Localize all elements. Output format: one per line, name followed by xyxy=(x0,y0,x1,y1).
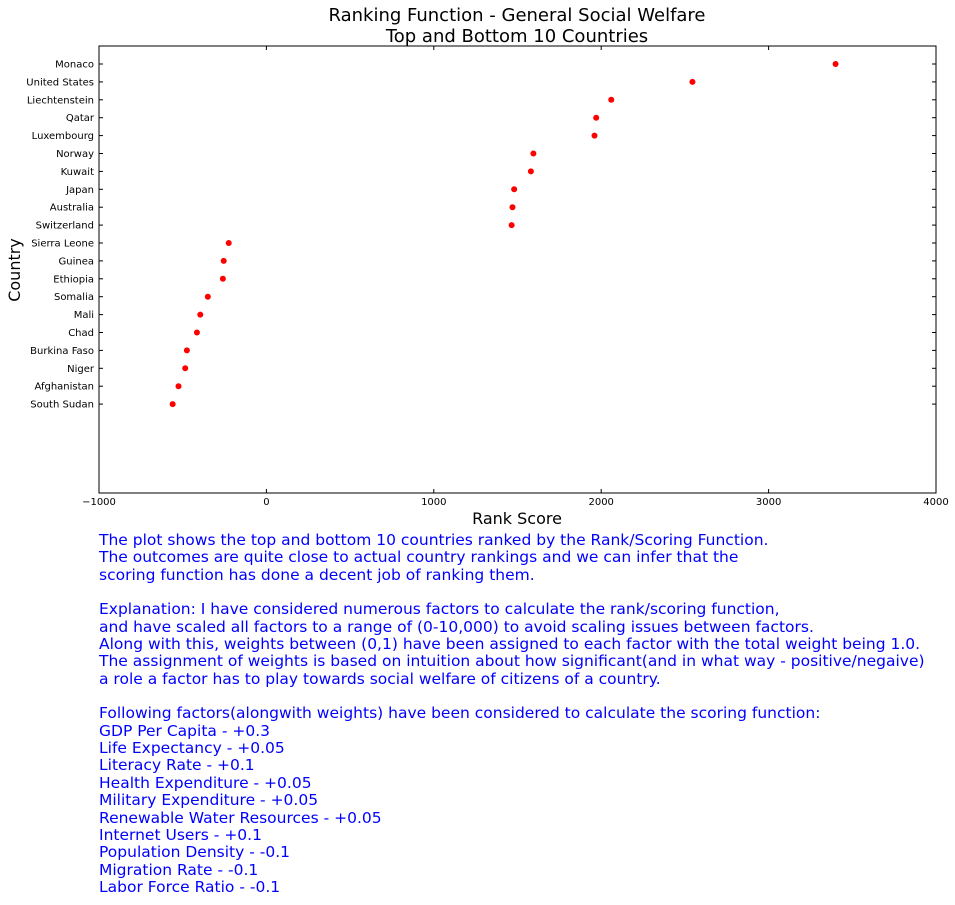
y-tick-label: United States xyxy=(26,77,94,88)
factor-item: Internet Users - +0.1 xyxy=(99,825,262,844)
data-point xyxy=(169,401,176,408)
y-axis: Monaco United States Liechtenstein Qatar Lux… xyxy=(26,60,936,411)
data-point xyxy=(197,311,204,318)
factor-item: Health Expenditure - +0.05 xyxy=(99,773,312,792)
y-tick-label: Luxembourg xyxy=(32,131,94,142)
factor-item: Migration Rate - -0.1 xyxy=(99,860,259,879)
chart-title-line-2: Top and Bottom 10 Countries xyxy=(385,26,648,47)
y-tick-label: Burkina Faso xyxy=(30,346,94,357)
y-tick-label: Mali xyxy=(74,310,94,321)
y-tick-label: Switzerland xyxy=(36,221,94,232)
data-point xyxy=(591,132,598,139)
factor-item: Military Expenditure - +0.05 xyxy=(99,791,319,810)
explanation-line: a role a factor has to play towards soci… xyxy=(99,669,661,688)
chart-title-line-1: Ranking Function - General Social Welfar… xyxy=(328,5,705,26)
data-point xyxy=(220,257,227,264)
data-point xyxy=(175,383,182,390)
y-tick-label: Liechtenstein xyxy=(27,95,94,106)
data-point xyxy=(527,168,534,175)
y-tick-label: South Sudan xyxy=(30,400,94,411)
explanation-line: and have scaled all factors to a range o… xyxy=(99,617,814,636)
factor-item: GDP Per Capita - +0.3 xyxy=(99,721,270,740)
data-point xyxy=(689,78,696,85)
y-tick-label: Niger xyxy=(67,364,95,375)
y-axis-label: Country xyxy=(5,238,24,302)
data-point xyxy=(225,240,232,246)
plot-area xyxy=(98,45,937,494)
factor-item: Renewable Water Resources - +0.05 xyxy=(99,808,382,827)
data-point xyxy=(182,365,189,372)
data-point xyxy=(508,222,515,229)
factor-item: Population Density - -0.1 xyxy=(99,843,290,862)
y-tick-label: Monaco xyxy=(55,60,94,71)
y-tick-label: Australia xyxy=(50,203,94,214)
y-tick-label: Norway xyxy=(56,149,94,160)
factor-item: Life Expectancy - +0.05 xyxy=(99,739,285,758)
explanation-line: The assignment of weights is based on in… xyxy=(99,652,925,671)
data-point xyxy=(832,61,839,67)
data-point xyxy=(219,275,226,282)
data-point xyxy=(511,186,518,193)
y-tick-label: Afghanistan xyxy=(34,382,94,393)
explanation-block: Explanation: I have considered numerous … xyxy=(99,601,949,688)
summary-line: scoring function has done a decent job o… xyxy=(99,565,535,584)
y-tick-label: Somalia xyxy=(54,292,94,303)
x-axis-label: Rank Score xyxy=(472,509,562,528)
x-tick-label: 2000 xyxy=(588,497,613,508)
data-point xyxy=(608,96,615,103)
explanation-line: Along with this, weights between (0,1) h… xyxy=(99,635,921,654)
scatter-chart: Ranking Function - General Social Welfar… xyxy=(5,5,949,528)
data-points xyxy=(169,61,839,408)
factors-heading: Following factors(alongwith weights) hav… xyxy=(99,704,821,723)
data-point xyxy=(530,150,537,157)
y-tick-label: Ethiopia xyxy=(53,274,94,285)
y-tick-label: Sierra Leone xyxy=(31,239,94,250)
x-tick-label: 0 xyxy=(263,497,269,508)
data-point xyxy=(204,293,211,300)
factors-block: Following factors(alongwith weights) hav… xyxy=(99,705,949,896)
data-point xyxy=(183,347,190,354)
data-point xyxy=(509,204,516,211)
y-tick-label: Chad xyxy=(68,328,94,339)
x-tick-label: −1000 xyxy=(82,497,116,508)
y-tick-label: Kuwait xyxy=(61,167,94,178)
summary-line: The plot shows the top and bottom 10 cou… xyxy=(99,531,769,549)
x-axis: −1000 0 1000 2000 3000 4000 xyxy=(82,46,949,508)
x-tick-label: 1000 xyxy=(421,497,446,508)
factor-item: Labor Force Ratio - -0.1 xyxy=(99,877,281,896)
x-tick-label: 3000 xyxy=(756,497,781,508)
data-point xyxy=(593,114,600,121)
summary-block: The plot shows the top and bottom 10 cou… xyxy=(99,531,949,584)
y-tick-label: Japan xyxy=(65,185,94,196)
summary-line: The outcomes are quite close to actual c… xyxy=(99,548,739,567)
y-tick-label: Guinea xyxy=(59,256,94,267)
factor-item: Literacy Rate - +0.1 xyxy=(99,756,255,775)
data-point xyxy=(193,329,200,336)
explanation-line: Explanation: I have considered numerous … xyxy=(99,600,780,619)
x-tick-label: 4000 xyxy=(923,497,948,508)
y-tick-label: Qatar xyxy=(66,113,95,124)
explanation-caption: The plot shows the top and bottom 10 cou… xyxy=(99,531,949,896)
